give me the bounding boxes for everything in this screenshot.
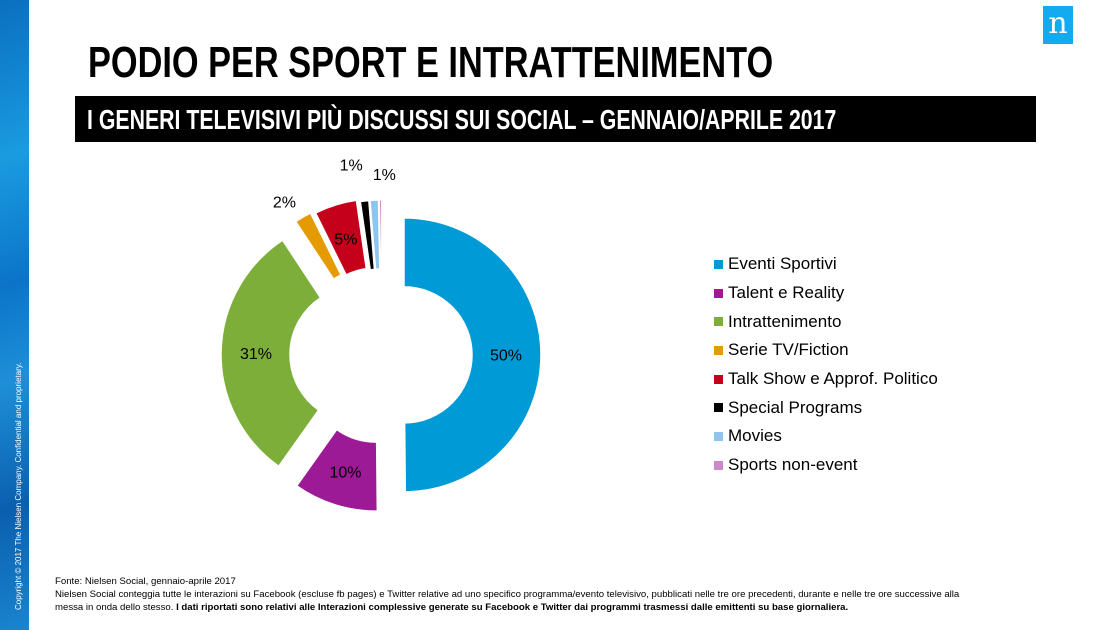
legend-label: Talk Show e Approf. Politico	[728, 369, 938, 389]
data-label: 10%	[329, 464, 361, 481]
methodology-note-2: messa in onda dello stesso. I dati ripor…	[55, 601, 959, 614]
note-bold-text: I dati riportati sono relativi alle Inte…	[176, 602, 849, 613]
slice-talent-e-reality	[295, 428, 379, 512]
subtitle-bar: I GENERI TELEVISIVI PIÙ DISCUSSI SUI SOC…	[75, 96, 1036, 142]
legend-item: Talent e Reality	[714, 279, 938, 308]
note-text: messa in onda dello stesso.	[55, 602, 174, 613]
legend-swatch	[714, 259, 723, 269]
legend-label: Eventi Sportivi	[728, 254, 837, 274]
legend-item: Sports non-event	[714, 451, 938, 480]
slice-eventi-sportivi	[403, 217, 542, 493]
legend-item: Eventi Sportivi	[714, 250, 938, 279]
footer: Fonte: Nielsen Social, gennaio-aprile 20…	[55, 575, 959, 614]
legend-swatch	[714, 431, 723, 441]
legend-item: Intrattenimento	[714, 307, 938, 336]
slice-talk-show-e-approf-politico	[314, 199, 368, 276]
page-title: PODIO PER SPORT E INTRATTENIMENTO	[88, 38, 774, 87]
legend-item: Movies	[714, 422, 938, 451]
slice-serie-tv-fiction	[294, 211, 343, 281]
data-label: 50%	[490, 347, 522, 364]
methodology-note: Nielsen Social conteggia tutte le intera…	[55, 589, 960, 600]
source-note: Fonte: Nielsen Social, gennaio-aprile 20…	[55, 576, 236, 587]
legend-swatch	[714, 374, 723, 384]
legend-label: Movies	[728, 426, 782, 446]
donut-chart: 50% 10% 31% 2% 5% 1% 1%	[220, 157, 542, 512]
legend-item: Special Programs	[714, 393, 938, 422]
data-label: 5%	[334, 231, 357, 248]
legend-label: Intrattenimento	[728, 311, 842, 331]
legend-swatch	[714, 288, 723, 298]
legend-item: Talk Show e Approf. Politico	[714, 365, 938, 394]
subtitle: I GENERI TELEVISIVI PIÙ DISCUSSI SUI SOC…	[87, 104, 837, 135]
data-label: 1%	[373, 167, 396, 184]
slice-intrattenimento	[220, 239, 322, 468]
legend-swatch	[714, 345, 723, 355]
data-label: 1%	[340, 157, 363, 174]
legend-swatch	[714, 317, 723, 327]
legend-label: Sports non-event	[728, 455, 858, 475]
slice-sports-non-event	[378, 199, 383, 270]
legend-label: Special Programs	[728, 397, 863, 417]
sidebar-decoration: Copyright © 2017 The Nielsen Company. Co…	[0, 0, 29, 630]
nielsen-logo: n	[1043, 6, 1073, 44]
data-label: 31%	[240, 346, 272, 363]
data-label: 2%	[273, 194, 296, 211]
legend-swatch	[714, 403, 723, 413]
slice-special-programs	[359, 199, 376, 271]
chart-legend: Eventi Sportivi Talent e Reality Intratten…	[714, 250, 938, 480]
legend-item: Serie TV/Fiction	[714, 336, 938, 365]
legend-swatch	[714, 460, 723, 470]
legend-label: Serie TV/Fiction	[728, 340, 849, 360]
legend-label: Talent e Reality	[728, 283, 845, 303]
